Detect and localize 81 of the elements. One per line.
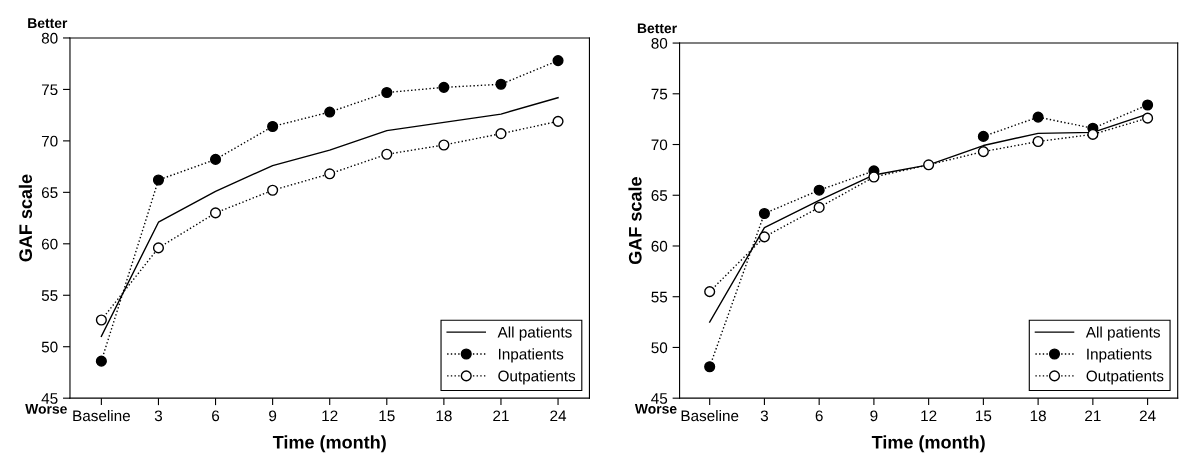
point xyxy=(977,146,989,158)
legend-label: Inpatients xyxy=(498,348,564,363)
y-axis-title: GAF scale xyxy=(18,174,33,262)
x-tick-label: 3 xyxy=(154,410,163,422)
point xyxy=(923,159,935,171)
point xyxy=(552,55,564,67)
y-tick-label: 65 xyxy=(41,187,58,199)
legend-label: All patients xyxy=(497,326,572,341)
point xyxy=(495,128,507,140)
point xyxy=(758,231,770,243)
point xyxy=(381,86,393,99)
point xyxy=(704,361,716,373)
x-tick-label: 21 xyxy=(493,410,509,422)
x-tick-label: 15 xyxy=(976,410,992,422)
point xyxy=(381,148,393,160)
point xyxy=(868,171,880,183)
point xyxy=(324,168,336,180)
point xyxy=(552,115,564,127)
text: Worse xyxy=(25,404,67,414)
y-tick-label: 75 xyxy=(651,88,668,100)
point xyxy=(704,286,716,298)
point xyxy=(152,174,165,186)
point xyxy=(1087,128,1099,140)
legend-label: Outpatients xyxy=(498,370,576,385)
point xyxy=(438,81,450,93)
point xyxy=(1032,111,1044,123)
y-axis-title: GAF scale xyxy=(628,177,642,265)
y-tick-label: 45 xyxy=(41,393,58,404)
point xyxy=(1142,112,1154,124)
x-axis-title: Time (month) xyxy=(272,435,386,453)
point xyxy=(977,130,989,142)
x-tick-label: 24 xyxy=(1139,410,1156,422)
y-tick-label: 65 xyxy=(651,190,668,201)
point xyxy=(209,207,222,219)
x-tick-label: 9 xyxy=(269,410,277,422)
x-tick-label: 9 xyxy=(870,410,878,422)
x-tick-label: 3 xyxy=(760,410,768,422)
y-tick-label: 75 xyxy=(41,84,58,96)
x-tick-label: 21 xyxy=(1085,410,1101,422)
point xyxy=(813,184,825,196)
text: Worse xyxy=(634,404,677,414)
point xyxy=(758,207,770,220)
point xyxy=(1032,135,1044,148)
text: Better xyxy=(28,18,68,29)
point xyxy=(267,184,279,196)
point xyxy=(152,242,165,254)
point xyxy=(1142,99,1154,111)
y-tick-label: 45 xyxy=(651,393,668,404)
x-tick-label: 18 xyxy=(436,410,452,422)
point xyxy=(95,314,107,326)
y-tick-label: 60 xyxy=(651,240,668,252)
x-tick-label: 12 xyxy=(921,410,937,422)
x-tick-label: 12 xyxy=(322,410,338,422)
point xyxy=(813,201,825,213)
x-tick-label: 24 xyxy=(550,410,567,422)
point xyxy=(324,106,336,118)
legend-label: Outpatients xyxy=(1086,370,1164,385)
legend-label: All patients xyxy=(1085,326,1160,341)
y-tick-label: 70 xyxy=(41,135,58,147)
y-tick-label: 55 xyxy=(651,291,668,303)
x-tick-label: Baseline xyxy=(681,409,739,422)
y-tick-label: 80 xyxy=(41,32,58,44)
point xyxy=(495,78,507,90)
x-tick-label: 18 xyxy=(1030,410,1046,422)
y-tick-label: 80 xyxy=(651,37,668,49)
x-tick-label: 6 xyxy=(212,410,220,422)
x-tick-label: Baseline xyxy=(73,409,130,422)
y-tick-label: 55 xyxy=(41,290,58,301)
legend-label: Inpatients xyxy=(1087,348,1152,363)
y-tick-label: 50 xyxy=(41,341,58,353)
x-axis-title: Time (month) xyxy=(871,435,985,453)
point xyxy=(95,355,107,367)
point xyxy=(438,139,450,151)
point xyxy=(209,153,222,165)
y-tick-label: 70 xyxy=(651,139,668,151)
text: Better xyxy=(637,23,677,34)
x-tick-label: 15 xyxy=(379,410,395,422)
x-tick-label: 6 xyxy=(815,410,823,422)
point xyxy=(267,120,279,133)
y-tick-label: 60 xyxy=(41,238,58,250)
y-tick-label: 50 xyxy=(651,342,668,354)
